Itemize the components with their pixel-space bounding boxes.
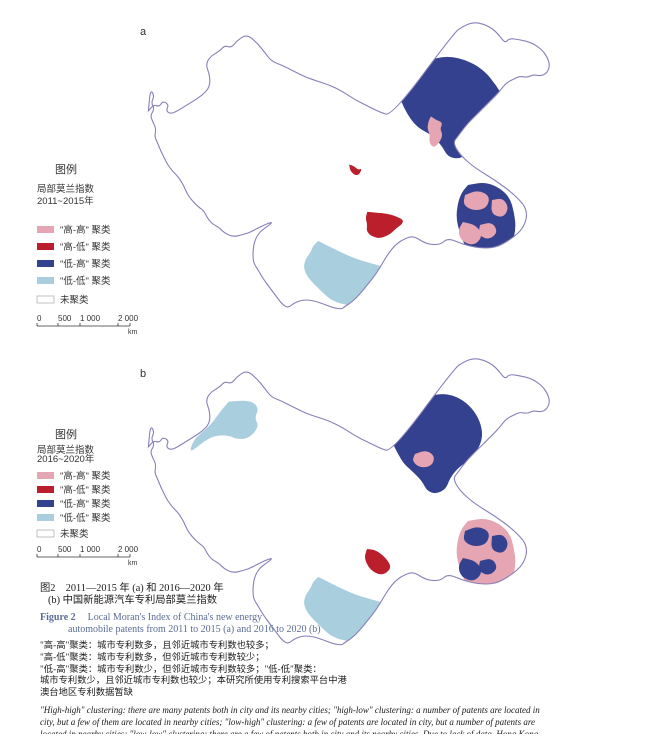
svg-text:2 000: 2 000	[118, 314, 139, 323]
svg-text:0: 0	[37, 314, 42, 323]
svg-text:2011~2015年: 2011~2015年	[37, 195, 94, 207]
svg-text:"低-高" 聚类: "低-高" 聚类	[60, 258, 111, 270]
svg-text:城市专利数少，且邻近城市专利数也较少；本研究所使用专利搜索平: 城市专利数少，且邻近城市专利数也较少；本研究所使用专利搜索平台中港	[40, 674, 348, 686]
svg-text:500: 500	[58, 314, 72, 323]
svg-text:1 000: 1 000	[80, 545, 101, 554]
svg-text:图2 2011—2015 年 (a) 和 2016—2020: 图2 2011—2015 年 (a) 和 2016—2020 年	[40, 581, 224, 594]
svg-text:"高-低" 聚类: "高-低" 聚类	[60, 241, 111, 253]
svg-text:"低-高" 聚类: "低-高" 聚类	[60, 498, 111, 510]
svg-text:located in nearby cities; "low: located in nearby cities; "low-low" clus…	[40, 729, 540, 734]
svg-text:"低-低" 聚类: "低-低" 聚类	[60, 275, 111, 287]
svg-text:"High-high" clustering: there: "High-high" clustering: there are many p…	[40, 705, 540, 715]
svg-text:未聚类: 未聚类	[60, 294, 89, 306]
svg-text:未聚类: 未聚类	[60, 528, 89, 540]
svg-text:图例: 图例	[55, 427, 77, 441]
svg-text:1 000: 1 000	[80, 314, 101, 323]
svg-text:b: b	[140, 368, 146, 380]
svg-text:"高-低" 聚类: "高-低" 聚类	[60, 484, 111, 496]
svg-text:"高-高" 聚类: "高-高" 聚类	[60, 470, 111, 482]
svg-text:a: a	[140, 26, 147, 38]
svg-text:2016~2020年: 2016~2020年	[37, 453, 95, 465]
svg-text:2 000: 2 000	[118, 545, 139, 554]
svg-text:"高-高"聚类：城市专利数多，且邻近城市专利数也较多；: "高-高"聚类：城市专利数多，且邻近城市专利数也较多；	[40, 639, 274, 651]
svg-text:city, but a few of them are lo: city, but a few of them are located in n…	[40, 717, 535, 727]
svg-text:0: 0	[37, 545, 42, 554]
svg-text:"低-高"聚类：城市专利数少，但邻近城市专利数较多；"低-低: "低-高"聚类：城市专利数少，但邻近城市专利数较多；"低-低"聚类：	[40, 663, 322, 675]
svg-text:图例: 图例	[55, 162, 77, 176]
svg-text:"高-高" 聚类: "高-高" 聚类	[60, 224, 111, 236]
svg-text:澳台地区专利数据暂缺: 澳台地区专利数据暂缺	[40, 686, 134, 698]
svg-text:局部莫兰指数: 局部莫兰指数	[37, 183, 95, 195]
svg-text:(b) 中国新能源汽车专利局部莫兰指数: (b) 中国新能源汽车专利局部莫兰指数	[48, 593, 217, 606]
svg-text:"高-低"聚类：城市专利数多，但邻近城市专利数较少；: "高-低"聚类：城市专利数多，但邻近城市专利数较少；	[40, 651, 265, 663]
svg-text:km: km	[128, 560, 138, 567]
svg-text:"低-低" 聚类: "低-低" 聚类	[60, 512, 111, 524]
svg-text:automobile patents from 2011 t: automobile patents from 2011 to 2015 (a)…	[68, 624, 321, 635]
svg-text:km: km	[128, 329, 138, 336]
svg-text:500: 500	[58, 545, 72, 554]
